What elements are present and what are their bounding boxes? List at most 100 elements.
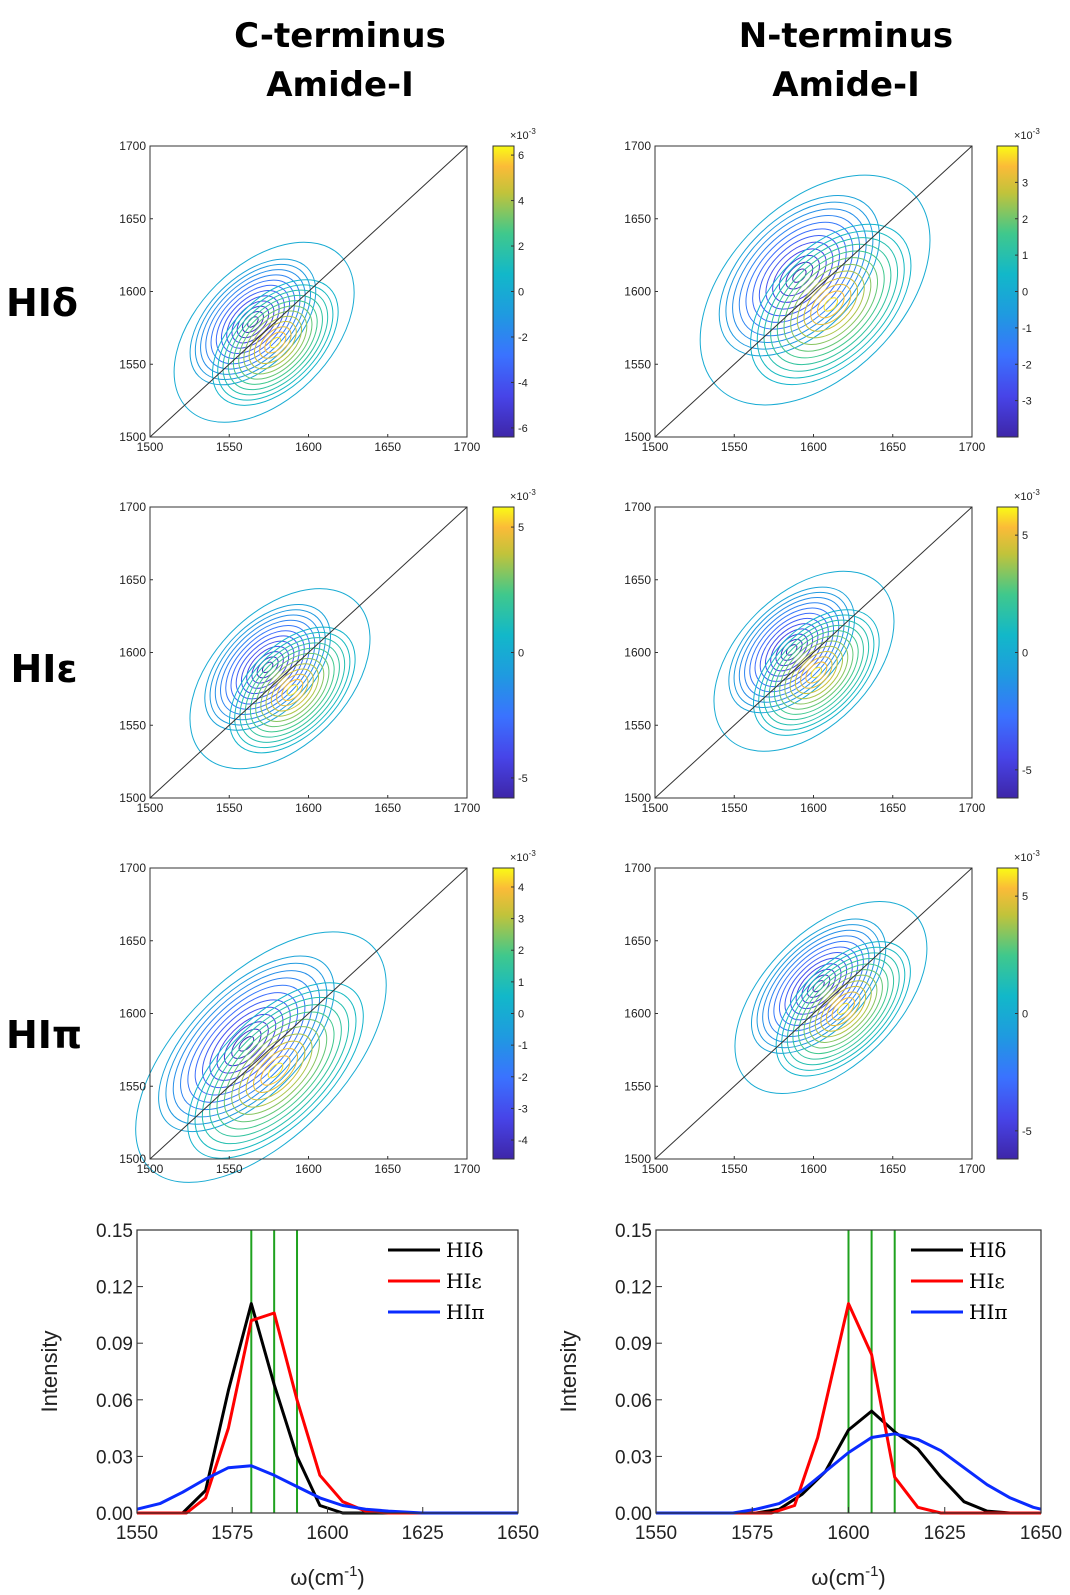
y-tick-label: 1550 xyxy=(624,357,651,371)
contour-line xyxy=(234,631,351,749)
contour-outer xyxy=(699,174,931,406)
colorbar-tick-label: 5 xyxy=(518,522,524,534)
x-tick-label: 1550 xyxy=(721,440,748,454)
contour-line xyxy=(232,300,318,385)
colorbar-exponent-label: ×10-3 xyxy=(1014,127,1040,142)
y-tick-label: 1500 xyxy=(119,1152,146,1166)
heatmap-panel-4: 1500 1550 1600 1650 1700 1500 1550 1600 1650 1700… xyxy=(119,849,536,1183)
x-tick-label: 1550 xyxy=(116,1523,158,1544)
x-tick-label: 1600 xyxy=(295,1162,322,1176)
contour-line xyxy=(223,1018,328,1123)
contour-line xyxy=(758,614,875,731)
x-axis-label: ω(cm-1) xyxy=(811,1563,886,1590)
x-axis-label-sup: -1 xyxy=(865,1563,878,1580)
x-tick-label: 1550 xyxy=(216,440,243,454)
contour-line xyxy=(172,970,321,1118)
colorbar-tick-label: -2 xyxy=(1022,359,1032,371)
contour-line xyxy=(243,310,308,375)
contour-line xyxy=(241,310,264,333)
contour-line xyxy=(236,305,270,339)
x-tick-label: 1550 xyxy=(216,1162,243,1176)
contour-line xyxy=(270,668,314,712)
y-tick-label: 0.15 xyxy=(96,1221,133,1242)
y-tick-label: 1700 xyxy=(624,139,651,153)
x-axis-label-close: ) xyxy=(878,1565,885,1590)
colorbar-tick-label: 5 xyxy=(1022,891,1028,903)
x-axis-label-close: ) xyxy=(357,1565,364,1590)
contour-line xyxy=(768,624,864,721)
colorbar-tick-label: -4 xyxy=(518,377,528,389)
legend-entry-0: HIδ xyxy=(446,1238,483,1262)
contour-line xyxy=(763,237,899,372)
y-tick-label: 1550 xyxy=(119,718,146,732)
contour-line xyxy=(201,996,350,1145)
y-tick-label: 0.12 xyxy=(615,1278,652,1299)
heatmap-panel-5: 1500 1550 1600 1650 1700 1500 1550 1600 1650 1700… xyxy=(624,849,1040,1176)
contour-outer xyxy=(135,931,387,1183)
contour-line xyxy=(790,263,872,346)
x-tick-label: 1550 xyxy=(635,1523,677,1544)
contour-line xyxy=(756,230,905,379)
contour-line xyxy=(837,1002,850,1015)
contour-line xyxy=(265,663,319,717)
contour-line xyxy=(750,223,912,386)
col-title-c-line2: Amide-I xyxy=(266,65,414,105)
colorbar-tick-label: -4 xyxy=(518,1135,528,1147)
y-tick-label: 1650 xyxy=(624,573,651,587)
contour-line xyxy=(814,980,872,1038)
y-tick-label: 1500 xyxy=(624,791,651,805)
diagonal-line xyxy=(149,145,468,438)
colorbar-tick-label: 2 xyxy=(518,945,524,957)
contour-line xyxy=(820,985,867,1032)
contour-line xyxy=(798,963,889,1055)
colorbar-exponent-label: ×10-3 xyxy=(510,849,536,864)
contour-outer xyxy=(713,570,895,752)
colorbar-tick-label: 3 xyxy=(1022,177,1028,189)
x-tick-label: 1650 xyxy=(374,801,401,815)
contour-outer xyxy=(173,241,355,423)
contour-line xyxy=(238,1035,255,1052)
colorbar-tick-label: 0 xyxy=(518,648,524,660)
colorbar-exponent-label: ×10-3 xyxy=(510,127,536,142)
series-line-1 xyxy=(137,1311,518,1515)
contour-line xyxy=(210,279,296,365)
heatmap-panel-1: 1500 1550 1600 1650 1700 1500 1550 1600 1650 1700… xyxy=(624,127,1040,454)
diagonal-line xyxy=(149,867,468,1160)
contour-line xyxy=(770,243,892,366)
x-tick-label: 1550 xyxy=(721,1162,748,1176)
colorbar-tick-label: -2 xyxy=(518,1072,528,1084)
contour-line xyxy=(773,630,859,715)
x-tick-label: 1500 xyxy=(137,440,164,454)
col-title-n-line1: N-terminus xyxy=(739,16,953,56)
y-tick-label: 1550 xyxy=(624,718,651,732)
contour-line xyxy=(228,626,356,754)
y-tick-label: 1650 xyxy=(624,212,651,226)
series-line-0 xyxy=(137,1302,518,1515)
colorbar-tick-label: 0 xyxy=(518,1009,524,1021)
contour-line xyxy=(738,215,861,337)
contour-line xyxy=(194,989,357,1152)
contour-line xyxy=(831,997,855,1021)
contour-line xyxy=(223,1021,269,1067)
colorbar-tick-label: -2 xyxy=(518,332,528,344)
diagonal-line xyxy=(654,145,973,438)
contour-line xyxy=(772,248,827,303)
y-tick-label: 0.06 xyxy=(96,1391,133,1412)
contour-line xyxy=(226,295,280,349)
contour-line xyxy=(244,642,340,738)
x-tick-label: 1600 xyxy=(306,1523,348,1544)
colorbar xyxy=(996,506,1019,799)
contour-outer xyxy=(189,588,371,770)
x-tick-label: 1600 xyxy=(800,1162,827,1176)
x-tick-label: 1600 xyxy=(800,440,827,454)
y-tick-label: 0.09 xyxy=(615,1334,652,1355)
contour-line xyxy=(796,270,865,339)
y-tick-label: 1650 xyxy=(119,212,146,226)
y-tick-label: 1700 xyxy=(624,500,651,514)
x-tick-label: 1600 xyxy=(800,801,827,815)
y-axis-label: Intensity xyxy=(556,1331,581,1413)
contour-line xyxy=(220,619,316,715)
x-axis-label-base: ω(cm xyxy=(811,1565,865,1590)
series-line-1 xyxy=(656,1302,1041,1515)
